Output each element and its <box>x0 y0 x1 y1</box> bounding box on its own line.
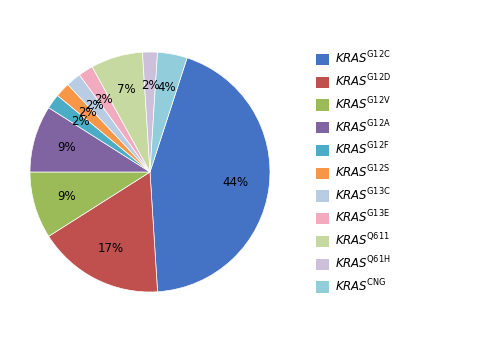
Text: 4%: 4% <box>157 80 176 94</box>
Text: 9%: 9% <box>58 190 76 203</box>
Text: 2%: 2% <box>140 79 160 92</box>
Text: 2%: 2% <box>86 99 104 112</box>
Text: 17%: 17% <box>98 243 124 256</box>
Wedge shape <box>142 52 158 172</box>
Legend: $\mathit{KRAS}$$\mathregular{^{\mathrm{G12C}}}$, $\mathit{KRAS}$$\mathregular{^{: $\mathit{KRAS}$$\mathregular{^{\mathrm{G… <box>316 50 391 294</box>
Text: 44%: 44% <box>222 176 249 189</box>
Text: 2%: 2% <box>94 93 113 106</box>
Wedge shape <box>68 75 150 172</box>
Wedge shape <box>150 58 270 292</box>
Text: 2%: 2% <box>78 106 96 119</box>
Text: 7%: 7% <box>116 83 135 96</box>
Text: 2%: 2% <box>71 115 90 128</box>
Wedge shape <box>58 85 150 172</box>
Wedge shape <box>48 172 158 292</box>
Wedge shape <box>92 52 150 172</box>
Wedge shape <box>150 52 187 172</box>
Wedge shape <box>30 172 150 236</box>
Wedge shape <box>80 67 150 172</box>
Text: 9%: 9% <box>58 141 76 154</box>
Wedge shape <box>48 96 150 172</box>
Wedge shape <box>30 108 150 172</box>
